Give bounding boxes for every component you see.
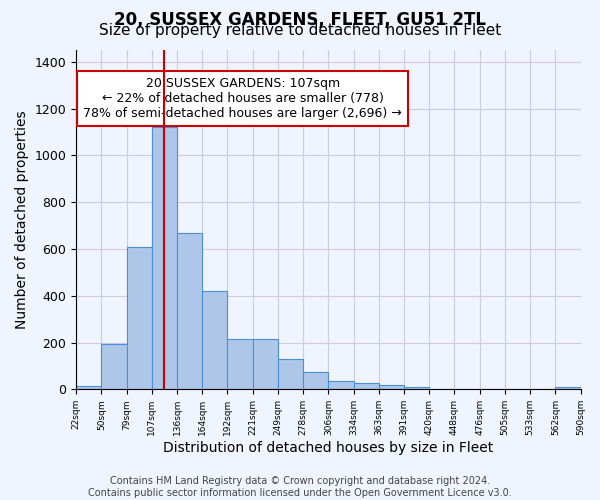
Bar [253,339,278,390]
Text: 20, SUSSEX GARDENS, FLEET, GU51 2TL: 20, SUSSEX GARDENS, FLEET, GU51 2TL [114,11,486,29]
Bar [227,339,253,390]
Text: Size of property relative to detached houses in Fleet: Size of property relative to detached ho… [99,22,501,38]
Bar [303,372,328,390]
Bar [379,384,404,390]
Bar [278,359,303,390]
Bar [101,344,127,390]
Bar [328,381,353,390]
Bar [152,127,177,390]
Bar [404,386,429,390]
X-axis label: Distribution of detached houses by size in Fleet: Distribution of detached houses by size … [163,441,493,455]
Bar [555,386,581,390]
Bar [76,386,101,390]
Bar [177,232,202,390]
Bar [353,384,379,390]
Text: Contains HM Land Registry data © Crown copyright and database right 2024.
Contai: Contains HM Land Registry data © Crown c… [88,476,512,498]
Y-axis label: Number of detached properties: Number of detached properties [15,110,29,329]
Text: 20 SUSSEX GARDENS: 107sqm
← 22% of detached houses are smaller (778)
78% of semi: 20 SUSSEX GARDENS: 107sqm ← 22% of detac… [83,77,402,120]
Bar [202,291,227,390]
Bar [127,246,152,390]
